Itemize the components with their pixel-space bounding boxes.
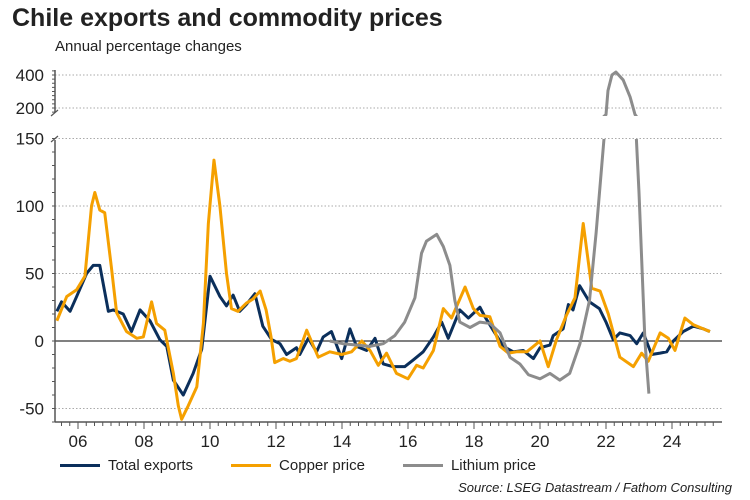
x-tick-label: 08 [135,432,154,451]
chart-title: Chile exports and commodity prices [12,4,443,32]
series-line-copper-price [55,158,711,421]
legend-label: Total exports [108,457,194,474]
x-tick-label: 20 [531,432,550,451]
x-tick-label: 10 [201,432,220,451]
x-tick-label: 22 [597,432,616,451]
legend: Total exports Copper price Lithium price [60,457,574,474]
legend-swatch [231,464,272,467]
legend-label: Lithium price [450,457,536,474]
chart-subtitle: Annual percentage changes [55,38,242,55]
axis-break-mark [50,109,59,117]
legend-swatch [60,464,100,467]
y-tick-label: 200 [16,99,44,118]
y-tick-label: -50 [19,400,44,419]
y-tick-label: 0 [35,332,44,351]
y-tick-label: 150 [16,130,44,149]
source-note: Source: LSEG Datastream / Fathom Consult… [458,480,732,495]
legend-swatch [402,464,443,467]
x-tick-label: 16 [399,432,418,451]
legend-item-lithium-price: Lithium price [402,457,536,474]
legend-item-copper-price: Copper price [231,457,365,474]
legend-item-total-exports: Total exports [60,457,193,474]
x-tick-label: 06 [69,432,88,451]
x-tick-label: 12 [267,432,286,451]
x-tick-label: 14 [333,432,352,451]
series-line-upper-lithium-price [602,70,638,116]
series-line-lithium-price [329,139,651,394]
legend-label: Copper price [279,457,365,474]
x-tick-label: 18 [465,432,484,451]
y-tick-label: 100 [16,197,44,216]
y-tick-label: 400 [16,66,44,85]
x-tick-label: 24 [663,432,682,451]
y-tick-label: 50 [25,265,44,284]
series-line-total-exports [55,263,711,397]
